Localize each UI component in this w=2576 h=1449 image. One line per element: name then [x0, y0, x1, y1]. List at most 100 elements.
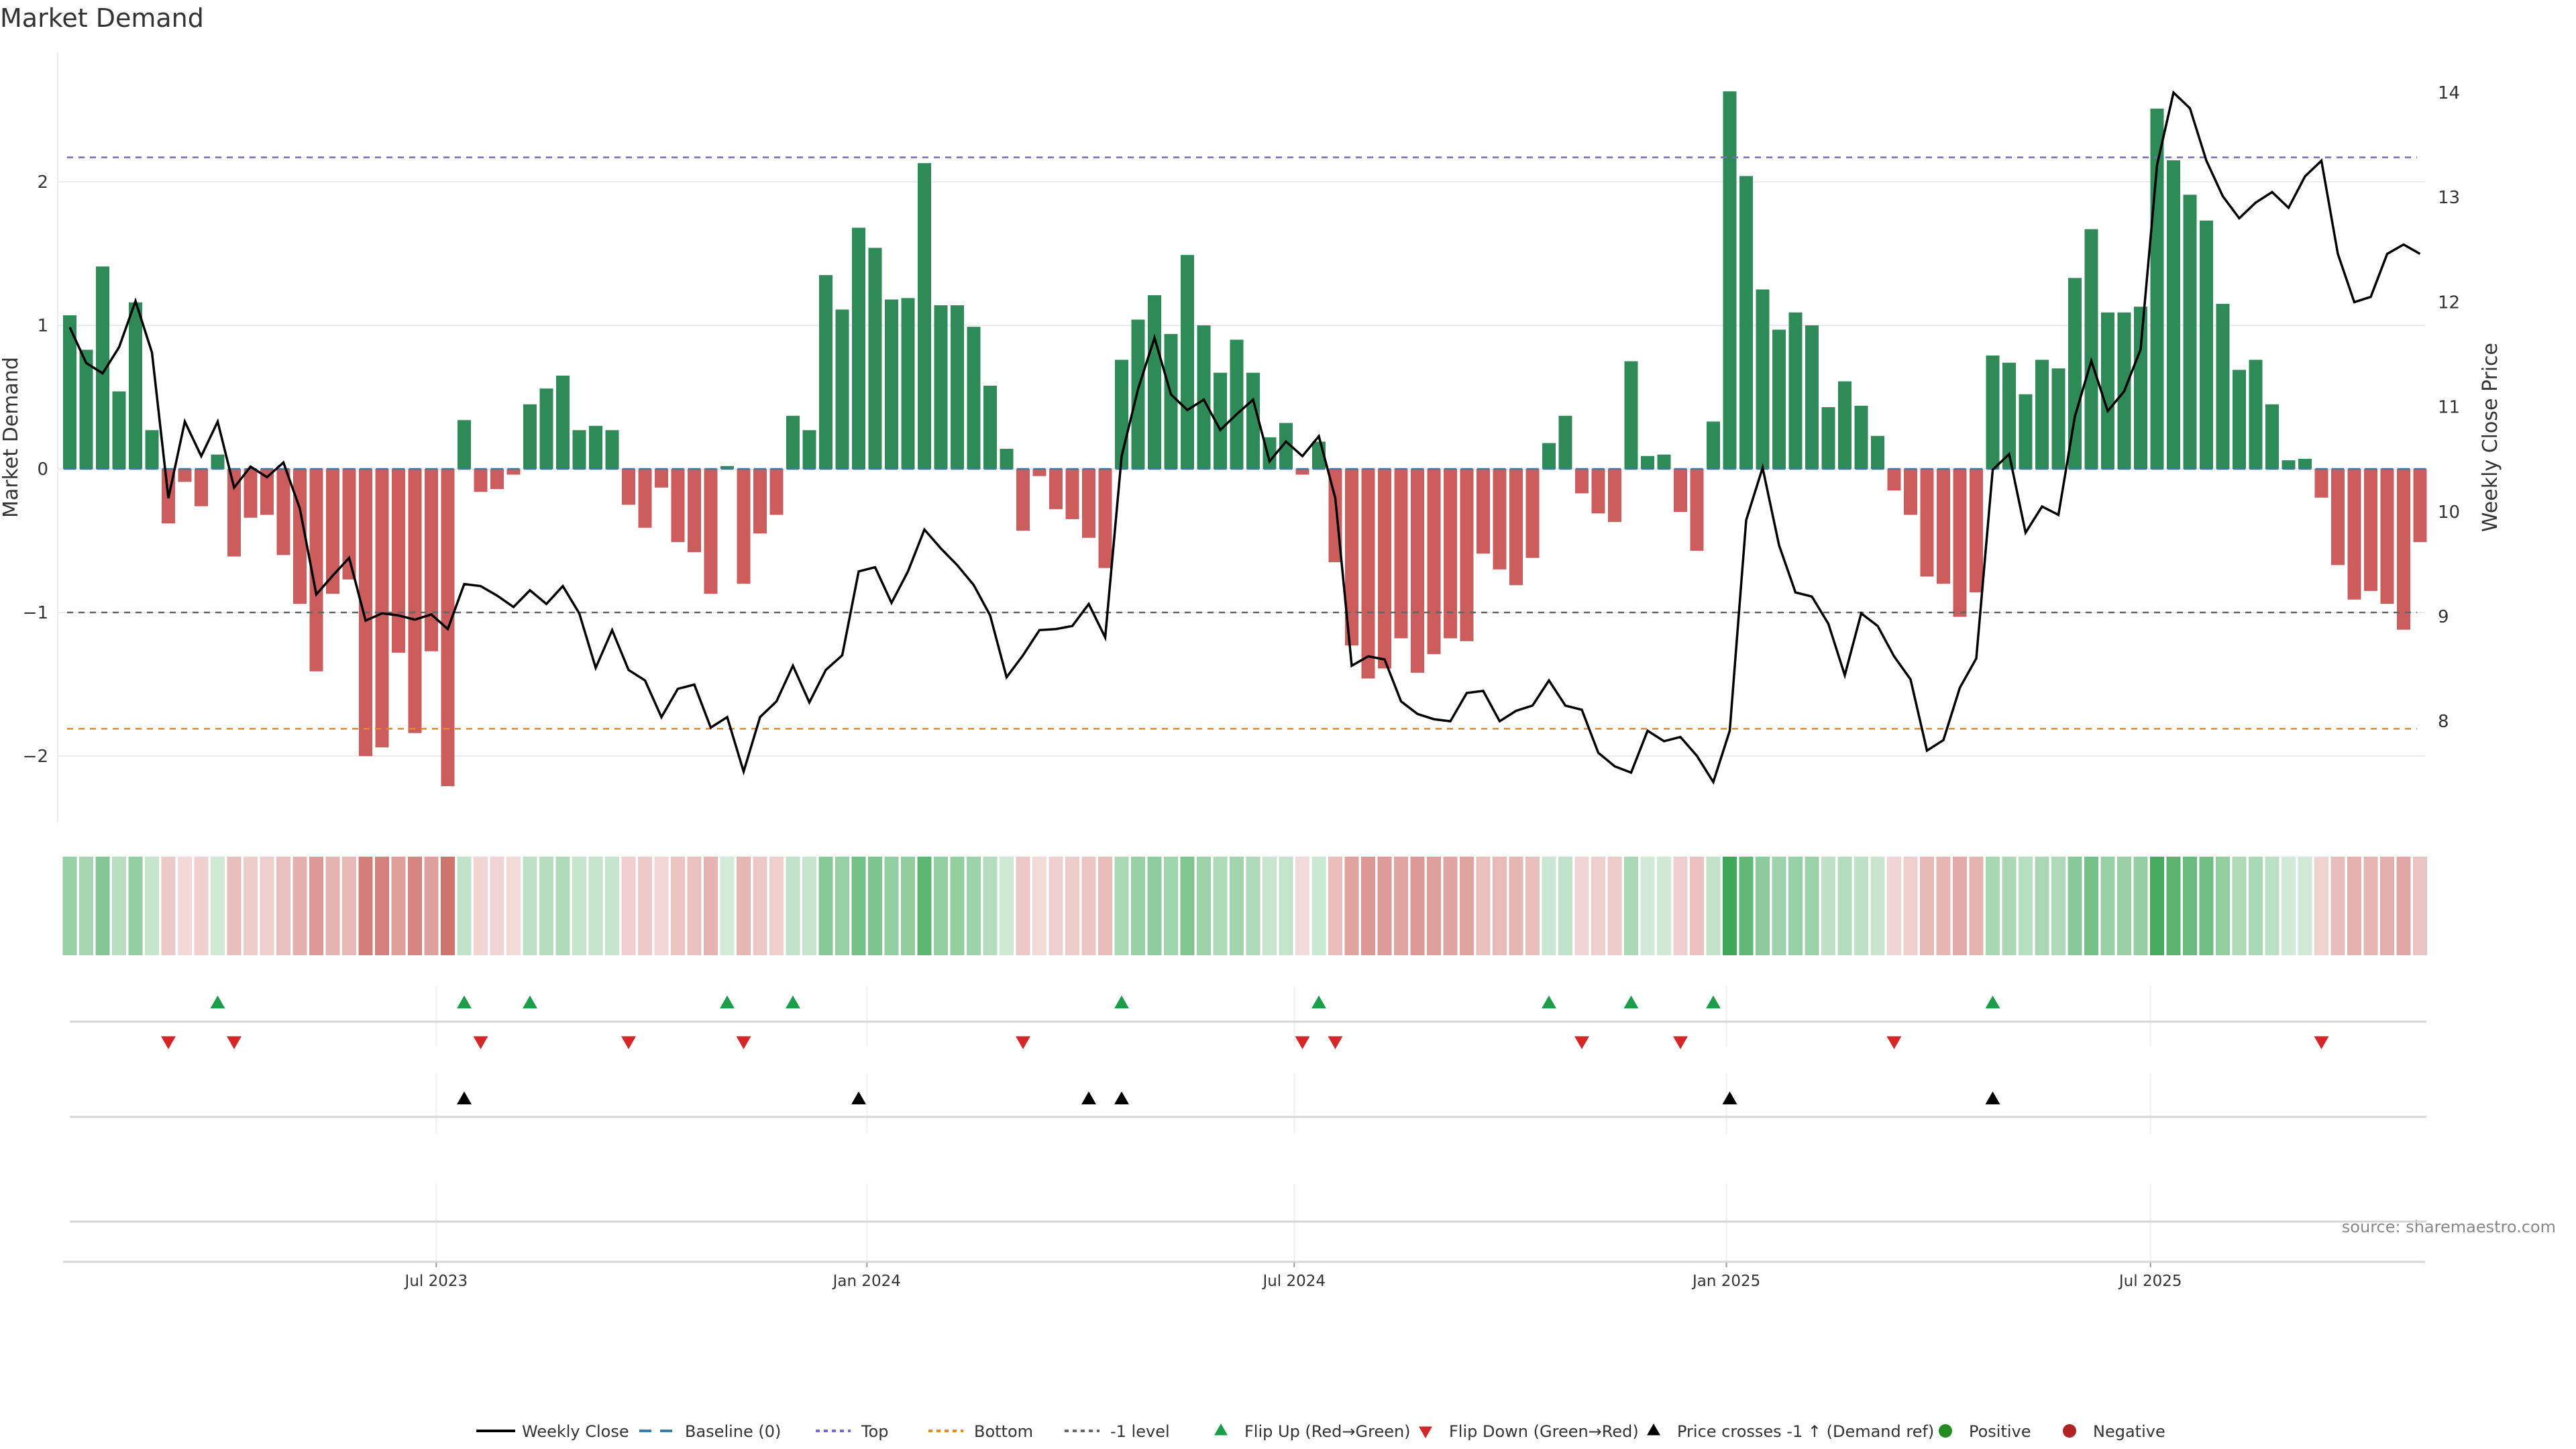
heatmap-cell [342, 857, 356, 955]
demand-bar-positive [2134, 307, 2147, 469]
demand-bar-negative [1509, 469, 1523, 586]
legend-item-baseline: Baseline (0) [639, 1422, 781, 1441]
demand-bar-negative [506, 469, 521, 475]
demand-bar-negative [2364, 469, 2377, 591]
demand-bar-negative [326, 469, 339, 594]
demand-bar-negative [704, 469, 718, 594]
demand-bar-negative [1345, 469, 1358, 646]
demand-bar-positive [868, 248, 882, 469]
demand-bars [63, 91, 2427, 786]
heatmap-cell [2282, 857, 2296, 955]
demand-bar-positive [211, 454, 225, 469]
demand-bar-negative [375, 469, 389, 748]
heatmap-cell [2265, 857, 2279, 955]
flip-down-marker [227, 1036, 241, 1049]
demand-bar-negative [769, 469, 784, 515]
flip-up-marker [1542, 996, 1556, 1009]
heatmap-cell [1114, 857, 1129, 955]
demand-bar-positive [1148, 295, 1161, 469]
demand-bar-negative [1049, 469, 1063, 509]
heatmap-cell [1279, 857, 1293, 955]
demand-bar-negative [309, 469, 323, 672]
demand-bar-positive [1214, 372, 1227, 469]
demand-bar-positive [2035, 360, 2049, 469]
heatmap-cell [1065, 857, 1079, 955]
heatmap-cell [1854, 857, 1868, 955]
heatmap-cell [1821, 857, 1835, 955]
heatmap-cell [2084, 857, 2098, 955]
legend-label: Bottom [974, 1422, 1033, 1441]
demand-bar-negative [688, 469, 701, 553]
heatmap-cell [1706, 857, 1721, 955]
heatmap-cell [1410, 857, 1425, 955]
heatmap-cell [227, 857, 241, 955]
demand-bar-positive [2282, 460, 2296, 469]
left-tick-label: 1 [37, 316, 48, 336]
left-tick-label: 2 [37, 172, 48, 193]
demand-bar-negative [1575, 469, 1589, 494]
demand-bar-positive [835, 309, 849, 469]
demand-bar-positive [1558, 415, 1572, 469]
heatmap-cell [161, 857, 176, 955]
demand-bar-negative [622, 469, 635, 505]
signal-markers [161, 996, 2329, 1105]
heatmap-cell [1936, 857, 1951, 955]
heatmap-cell [671, 857, 685, 955]
heatmap-cell [2068, 857, 2082, 955]
right-axis-title: Weekly Close Price [2479, 343, 2502, 532]
demand-bar-positive [1657, 454, 1671, 469]
heatmap-cell [375, 857, 389, 955]
demand-bar-positive [1230, 339, 1244, 469]
heatmap-cell [950, 857, 965, 955]
demand-bar-negative [1378, 469, 1391, 669]
price-cross-marker [1114, 1091, 1129, 1105]
reference-lines [64, 156, 2426, 730]
heatmap-cell [1213, 857, 1228, 955]
heatmap-cell [1361, 857, 1375, 955]
demand-bar-negative [1295, 469, 1309, 475]
heatmap-cell [95, 857, 110, 955]
heatmap-cell [1295, 857, 1309, 955]
heatmap-cell [1772, 857, 1786, 955]
heatmap-cell [145, 857, 159, 955]
heatmap-cell [408, 857, 422, 955]
demand-bar-negative [671, 469, 685, 543]
heatmap-cell [1098, 857, 1112, 955]
heatmap-cell [1328, 857, 1342, 955]
x-tick-label: Jan 2025 [1691, 1273, 1760, 1290]
demand-bar-negative [2331, 469, 2345, 566]
heatmap-cell [1788, 857, 1803, 955]
heatmap-cell [1377, 857, 1392, 955]
demand-bar-positive [2084, 229, 2098, 469]
demand-bar-negative [1591, 469, 1605, 514]
demand-bar-positive [1000, 449, 1014, 469]
demand-bar-positive [1739, 176, 1753, 469]
demand-bar-positive [819, 275, 833, 469]
flip-up-marker [1706, 996, 1721, 1009]
demand-bar-positive [1854, 405, 1868, 469]
legend-item-minus-one: -1 level [1065, 1422, 1170, 1441]
price-cross-marker [1722, 1091, 1737, 1105]
heatmap-cell [2249, 857, 2263, 955]
heatmap-cell [1493, 857, 1507, 955]
demand-bar-positive [1871, 435, 1884, 469]
demand-bar-positive [934, 305, 948, 469]
demand-bar-negative [2413, 469, 2427, 543]
flip-down-marker [1886, 1036, 1902, 1049]
demand-bar-negative [1427, 469, 1441, 655]
demand-bar-positive [556, 375, 570, 469]
demand-bar-positive [539, 388, 553, 469]
heatmap-cell [1542, 857, 1556, 955]
demand-bar-positive [112, 391, 126, 469]
heatmap-cell [276, 857, 290, 955]
demand-bar-positive [983, 385, 997, 469]
demand-bar-positive [572, 430, 586, 469]
flip-up-marker [786, 996, 800, 1009]
demand-bar-negative [227, 469, 241, 557]
heatmap-cell [638, 857, 652, 955]
legend-triangle-up-icon [1214, 1424, 1228, 1436]
heatmap-cell [1920, 857, 1934, 955]
right-tick-label: 10 [2438, 502, 2460, 523]
demand-bar-negative [1411, 469, 1424, 673]
demand-bar-negative [2314, 469, 2328, 498]
